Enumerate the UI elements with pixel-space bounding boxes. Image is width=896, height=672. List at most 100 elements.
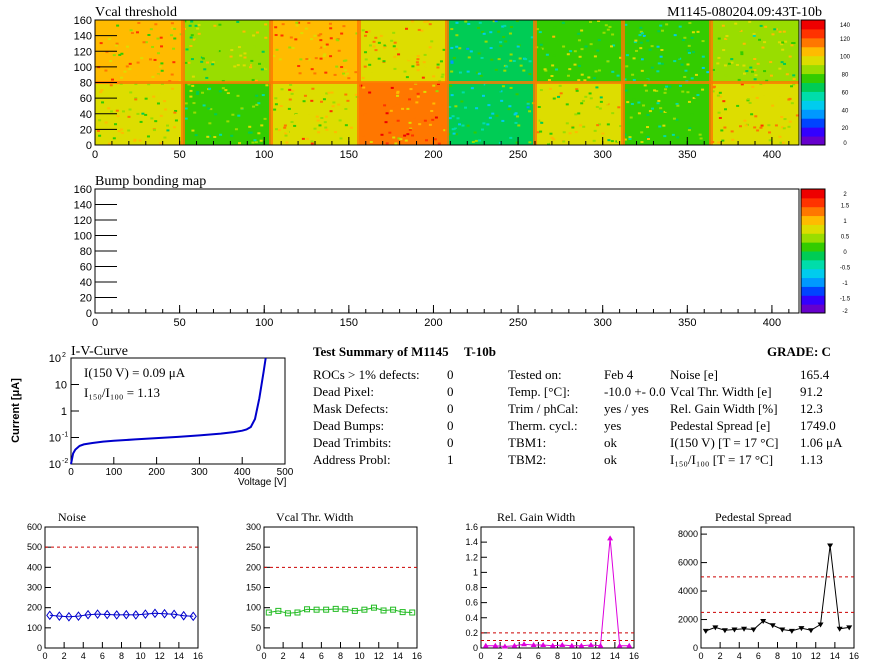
- defect-value: 0: [447, 367, 454, 382]
- result-label: Noise [e]: [670, 367, 719, 382]
- palette-band: [801, 136, 825, 142]
- iv-ytick-label: 10: [55, 380, 67, 392]
- data-point: [559, 641, 566, 647]
- map-xtick-label: 200: [424, 317, 442, 329]
- data-point: [390, 606, 397, 613]
- plot-ytick-label: 6000: [678, 558, 698, 568]
- iv-ytick-label: 10: [49, 353, 61, 365]
- palette-band: [801, 131, 825, 137]
- palette-tick-label: 40: [842, 108, 849, 114]
- palette-band: [801, 197, 825, 203]
- defect-label: Dead Bumps:: [313, 418, 385, 433]
- plot-xtick-label: 4: [300, 651, 305, 661]
- plot-xtick-label: 6: [536, 651, 541, 661]
- plot-xtick-label: 10: [572, 651, 582, 661]
- condition-label: Therm. cycl.:: [508, 418, 578, 433]
- data-point: [607, 535, 614, 541]
- defect-label: Address Probl:: [313, 452, 391, 467]
- plot-xtick-label: 0: [261, 651, 266, 661]
- palette-band: [801, 308, 825, 314]
- palette-band: [801, 100, 825, 106]
- plot-ytick-label: 200: [246, 562, 261, 572]
- plot-xtick-label: 8: [119, 651, 124, 661]
- roc-tile-1-2: [271, 82, 359, 145]
- defect-label: ROCs > 1% defects:: [313, 367, 420, 382]
- map-ytick-label: 20: [80, 124, 92, 136]
- plot-ytick-label: 1: [473, 567, 478, 577]
- palette-tick-label: 0.5: [841, 235, 850, 241]
- palette-band: [801, 51, 825, 57]
- palette-band: [801, 286, 825, 292]
- data-point: [103, 609, 111, 620]
- roc-noise-0-6: [623, 20, 710, 83]
- data-point: [160, 608, 169, 619]
- data-point: [750, 627, 757, 633]
- map-ytick-label: 80: [80, 78, 92, 90]
- palette-band: [801, 220, 825, 225]
- roc-noise-0-7: [711, 20, 796, 82]
- palette-tick-label: 60: [842, 90, 849, 96]
- condition-value: yes: [604, 418, 622, 433]
- plot-frame-3: [44, 526, 199, 649]
- map-ytick-label: 60: [80, 262, 92, 274]
- plot-xtick-label: 6: [319, 651, 324, 661]
- data-point: [380, 607, 387, 614]
- map-xtick-label: 250: [509, 149, 527, 161]
- condition-value: -10.0 +- 0.0: [604, 384, 666, 399]
- result-label: Vcal Thr. Width [e]: [670, 384, 772, 399]
- iv-xtick-label: 200: [148, 467, 165, 478]
- palette-band: [801, 91, 825, 97]
- defect-value: 0: [447, 435, 454, 450]
- roc-tile-1-4: [447, 82, 535, 145]
- result-label: Pedestal Spread [e]: [670, 418, 771, 433]
- palette-tick-label: 2: [843, 192, 847, 198]
- condition-value: yes / yes: [604, 401, 649, 416]
- iv-curve: [70, 357, 267, 465]
- data-point: [113, 610, 121, 620]
- plot-xtick-label: 16: [849, 651, 859, 661]
- vcal-map-title: Vcal threshold: [95, 5, 178, 20]
- roc-tile-1-7: [711, 82, 799, 145]
- map-ytick-label: 120: [74, 46, 92, 58]
- palette-band: [801, 304, 825, 310]
- plot-ytick-label: 100: [246, 603, 261, 613]
- data-point: [578, 642, 585, 648]
- map-ytick-label: 100: [74, 62, 92, 74]
- result-value: 12.3: [800, 401, 823, 416]
- data-point: [769, 623, 776, 629]
- plot-xtick-label: 12: [374, 651, 384, 661]
- plot-xtick-label: 14: [610, 651, 620, 661]
- defect-value: 0: [447, 418, 454, 433]
- map-ytick-label: 40: [80, 109, 92, 121]
- palette-band: [801, 215, 825, 221]
- run-id: M1145-080204.09:43T-10b: [667, 5, 822, 20]
- data-point: [265, 609, 272, 616]
- roc-tile-0-3: [359, 20, 447, 83]
- noise-title: Noise: [58, 510, 86, 524]
- data-point: [568, 642, 575, 648]
- plot-ytick-label: 600: [27, 522, 42, 532]
- data-point: [788, 628, 795, 634]
- defect-value: 0: [447, 384, 454, 399]
- defect-label: Mask Defects:: [313, 401, 389, 416]
- map-xtick-label: 350: [678, 317, 696, 329]
- plot-ytick-label: 0: [37, 643, 42, 653]
- plot-ytick-label: 0: [693, 643, 698, 653]
- roc-noise-1-1: [184, 82, 269, 145]
- palette-band: [801, 273, 825, 279]
- plot-xtick-label: 12: [155, 651, 165, 661]
- palette-tick-label: 1: [843, 219, 847, 225]
- map-ytick-label: 160: [74, 184, 92, 196]
- plot-xtick-label: 2: [281, 651, 286, 661]
- palette-band: [801, 295, 825, 301]
- data-point: [170, 609, 178, 620]
- iv-xtick-label: 100: [105, 467, 122, 478]
- palette-band: [801, 95, 825, 101]
- iv-ytick-exp: -1: [62, 432, 68, 439]
- iv-xlabel: Voltage [V]: [238, 477, 287, 488]
- plot-xtick-label: 2: [718, 651, 723, 661]
- palette-band: [801, 255, 825, 261]
- plot-ytick-label: 50: [251, 623, 261, 633]
- palette-band: [801, 69, 825, 75]
